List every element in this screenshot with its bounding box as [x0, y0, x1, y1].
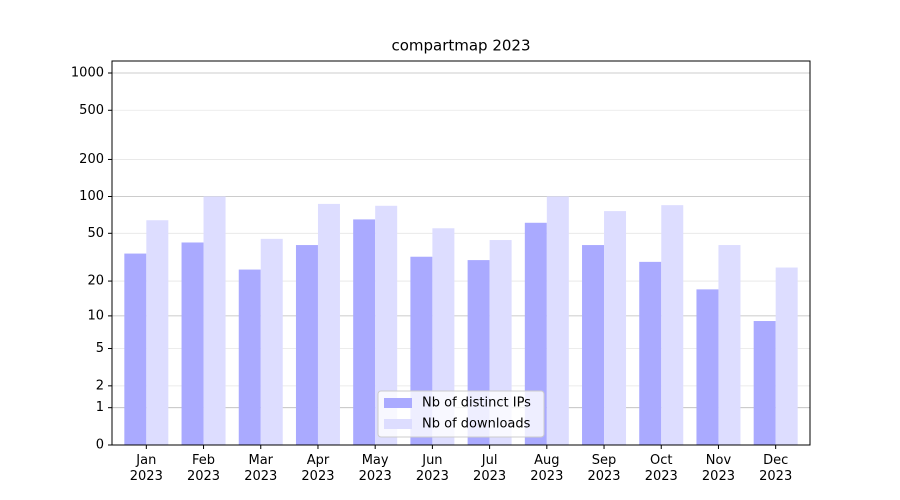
- y-tick-label: 200: [79, 152, 104, 167]
- x-tick-label: Sep 2023: [587, 453, 621, 484]
- legend-label: Nb of distinct IPs: [422, 396, 531, 411]
- y-tick-label: 1: [96, 400, 104, 415]
- x-tick-label: May 2023: [358, 453, 392, 484]
- legend-swatch: [384, 398, 412, 408]
- y-tick-label: 10: [87, 308, 104, 323]
- x-tick-label: Nov 2023: [701, 453, 735, 484]
- x-tick-label: Aug 2023: [530, 453, 564, 484]
- bar: [181, 242, 204, 445]
- bar: [203, 196, 226, 445]
- bar: [753, 321, 776, 445]
- bar: [546, 196, 569, 445]
- plot-frame: [111, 60, 811, 446]
- bar: [124, 253, 147, 445]
- x-tick-label: Jun 2023: [415, 453, 449, 484]
- bar: [238, 269, 261, 445]
- x-tick-label: Jul 2023: [473, 453, 507, 484]
- bar: [260, 238, 283, 445]
- x-tick-label: Oct 2023: [644, 453, 678, 484]
- bar: [375, 205, 398, 445]
- y-tick-label: 500: [79, 103, 104, 118]
- bar: [582, 245, 605, 445]
- bar: [295, 245, 318, 445]
- x-tick-label: Feb 2023: [186, 453, 221, 484]
- y-tick-label: 0: [96, 438, 104, 453]
- bar: [524, 222, 547, 445]
- legend-box: [377, 390, 545, 438]
- y-tick-label: 5: [96, 341, 104, 356]
- bar: [775, 267, 798, 445]
- y-tick-label: 20: [87, 274, 104, 289]
- legend: Nb of distinct IPs Nb of downloads: [377, 390, 545, 438]
- bar: [661, 205, 684, 445]
- x-tick-label: Mar 2023: [244, 453, 278, 484]
- bar: [317, 203, 340, 445]
- y-tick-label: 1000: [71, 66, 104, 81]
- bar: [639, 261, 662, 445]
- legend-label: Nb of downloads: [422, 417, 531, 432]
- chart-title: compartmap 2023: [391, 37, 530, 55]
- x-tick-label: Dec 2023: [759, 453, 793, 484]
- bar: [718, 245, 741, 445]
- legend-swatch: [384, 419, 412, 429]
- x-tick-label: Jan 2023: [129, 453, 163, 484]
- bar: [696, 289, 719, 445]
- y-tick-label: 2: [96, 378, 104, 393]
- bar: [353, 219, 376, 445]
- bar: [604, 211, 627, 445]
- x-tick-label: Apr 2023: [301, 453, 335, 484]
- y-tick-label: 100: [79, 189, 104, 204]
- y-tick-label: 50: [87, 226, 104, 241]
- bar: [146, 220, 169, 445]
